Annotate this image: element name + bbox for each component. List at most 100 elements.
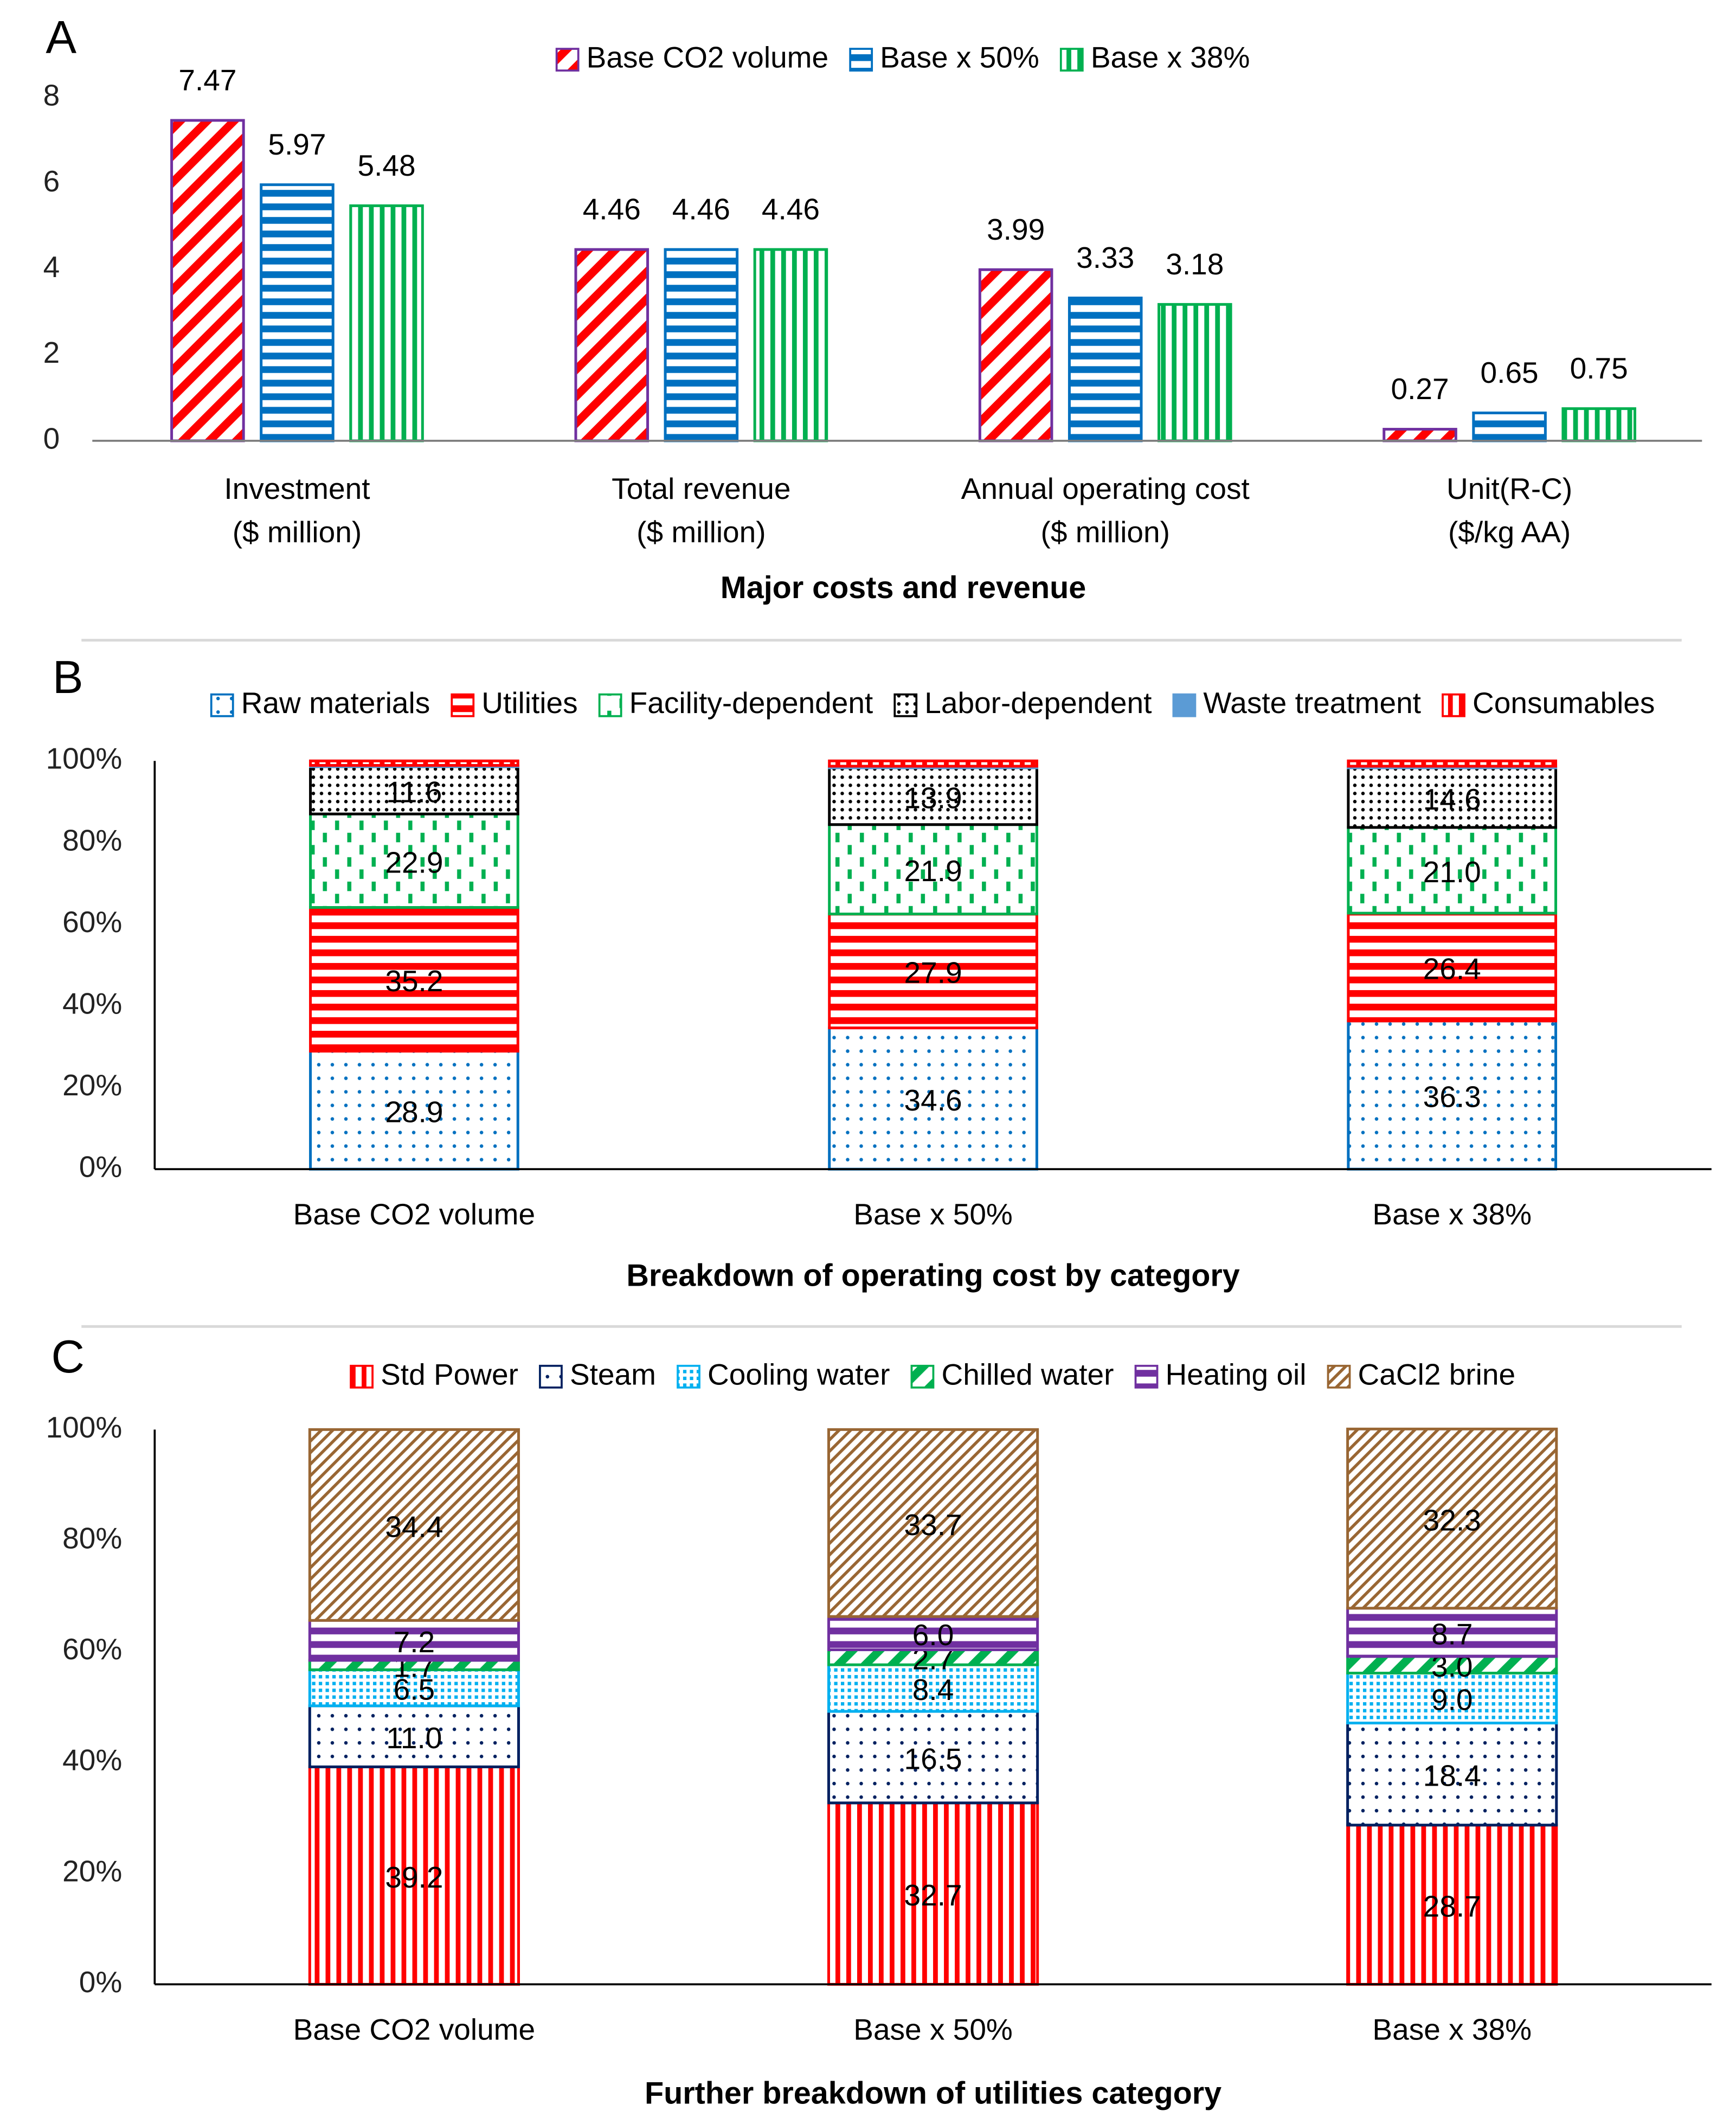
x-tick-label: ($ million) xyxy=(1041,515,1170,549)
bar xyxy=(349,204,424,442)
value-label: 6.5 xyxy=(394,1673,435,1706)
legend-label: Labor-dependent xyxy=(924,686,1152,720)
legend-label: Heating oil xyxy=(1166,1357,1307,1391)
value-label: 3.33 xyxy=(1076,241,1134,274)
value-label: 27.9 xyxy=(904,956,962,990)
value-label: 4.46 xyxy=(762,192,820,226)
value-label: 14.6 xyxy=(1423,782,1481,816)
bar-segment xyxy=(1347,826,1558,915)
value-label: 21.0 xyxy=(1423,855,1481,889)
x-axis-title: Major costs and revenue xyxy=(721,570,1086,605)
bar xyxy=(753,248,828,442)
panel-label: C xyxy=(52,1331,85,1383)
bar xyxy=(260,183,335,442)
bar-segment xyxy=(827,1710,1039,1805)
bar-segment xyxy=(309,812,519,909)
y-tick-label: 20% xyxy=(62,1854,122,1888)
x-tick-label: ($/kg AA) xyxy=(1448,515,1571,549)
x-tick-label: Investment xyxy=(224,472,370,505)
legend-label: Base x 50% xyxy=(880,41,1039,74)
bar-segment xyxy=(1346,1607,1558,1658)
legend-swatch xyxy=(677,1364,700,1389)
bar-segment xyxy=(309,765,519,816)
legend: Std Power Steam Cooling water Chilled water… xyxy=(350,1357,1516,1391)
value-label: 28.9 xyxy=(385,1095,443,1128)
value-label: 32.3 xyxy=(1423,1504,1481,1537)
legend-swatch xyxy=(1442,693,1465,717)
y-tick-label: 100% xyxy=(46,1410,123,1444)
value-label: 0.65 xyxy=(1481,356,1539,389)
legend-label: CaCl2 brine xyxy=(1358,1357,1516,1391)
y-tick-label: 8 xyxy=(43,79,60,112)
value-label: 16.5 xyxy=(904,1742,962,1775)
value-label: 0.27 xyxy=(1391,372,1449,406)
y-tick-label: 60% xyxy=(62,1632,122,1666)
value-label: 7.2 xyxy=(394,1625,435,1659)
value-label: 39.2 xyxy=(385,1860,443,1894)
value-label: 28.7 xyxy=(1423,1890,1481,1923)
legend-label: Chilled water xyxy=(941,1357,1114,1391)
legend-swatch xyxy=(1172,693,1197,717)
value-label: 4.46 xyxy=(672,192,730,226)
legend-swatch xyxy=(893,693,918,717)
x-tick-label: Base CO2 volume xyxy=(293,2012,535,2046)
value-label: 34.6 xyxy=(904,1083,962,1117)
bar-segment xyxy=(827,1428,1039,1618)
value-label: 3.18 xyxy=(1166,247,1224,281)
value-label: 11.6 xyxy=(386,775,442,808)
legend-swatch xyxy=(849,48,873,72)
value-label: 22.9 xyxy=(385,845,443,879)
value-label: 8.7 xyxy=(1431,1617,1473,1651)
bar-segment xyxy=(827,1801,1039,1986)
value-label: 26.4 xyxy=(1423,952,1481,985)
value-label: 36.3 xyxy=(1423,1080,1481,1113)
legend-label: Base CO2 volume xyxy=(587,41,828,74)
legend-label: Std Power xyxy=(381,1357,518,1391)
legend-swatch xyxy=(555,48,580,72)
bar xyxy=(1068,297,1143,442)
bar xyxy=(1158,303,1232,442)
legend-swatch xyxy=(910,1364,935,1389)
value-label: 6.0 xyxy=(912,1618,954,1652)
bar xyxy=(664,248,739,442)
panel-label: A xyxy=(46,12,76,63)
value-label: 35.2 xyxy=(385,964,443,998)
legend-swatch xyxy=(210,693,234,717)
legend-swatch xyxy=(1134,1364,1159,1389)
x-tick-label: Total revenue xyxy=(612,472,790,505)
x-tick-label: ($ million) xyxy=(233,515,362,549)
x-tick-label: Base x 50% xyxy=(853,1197,1013,1231)
value-label: 4.46 xyxy=(583,192,641,226)
panel-label: B xyxy=(53,652,83,703)
y-tick-label: 6 xyxy=(43,164,60,198)
value-label: 9.0 xyxy=(1431,1683,1473,1717)
bar xyxy=(978,268,1053,442)
bar-segment xyxy=(308,1619,520,1662)
legend-label: Cooling water xyxy=(708,1357,890,1391)
bar-segment xyxy=(827,1663,1039,1713)
y-tick-label: 40% xyxy=(62,986,122,1020)
legend: Base CO2 volume Base x 50% Base x 38% xyxy=(555,41,1250,74)
bar-segment xyxy=(309,759,519,767)
value-label: 21.9 xyxy=(904,854,962,888)
bar-segment xyxy=(1346,1824,1558,1986)
legend-label: Waste treatment xyxy=(1203,686,1421,720)
legend-label: Base x 38% xyxy=(1091,41,1250,74)
value-label: 11.0 xyxy=(386,1721,442,1755)
value-label: 5.97 xyxy=(268,127,326,161)
value-label: 18.4 xyxy=(1423,1759,1481,1793)
bar-segment xyxy=(308,1428,520,1622)
legend-label: Facility-dependent xyxy=(629,686,873,720)
x-tick-label: Unit(R-C) xyxy=(1446,472,1572,505)
bar xyxy=(1561,407,1636,442)
legend-swatch xyxy=(1059,48,1084,72)
value-label: 7.47 xyxy=(178,63,236,97)
bar xyxy=(1472,411,1547,442)
legend-label: Consumables xyxy=(1473,686,1655,720)
y-tick-label: 100% xyxy=(46,742,123,775)
bar-segment xyxy=(1347,912,1558,1023)
legend-swatch xyxy=(539,1364,563,1389)
y-tick-label: 60% xyxy=(62,905,122,939)
